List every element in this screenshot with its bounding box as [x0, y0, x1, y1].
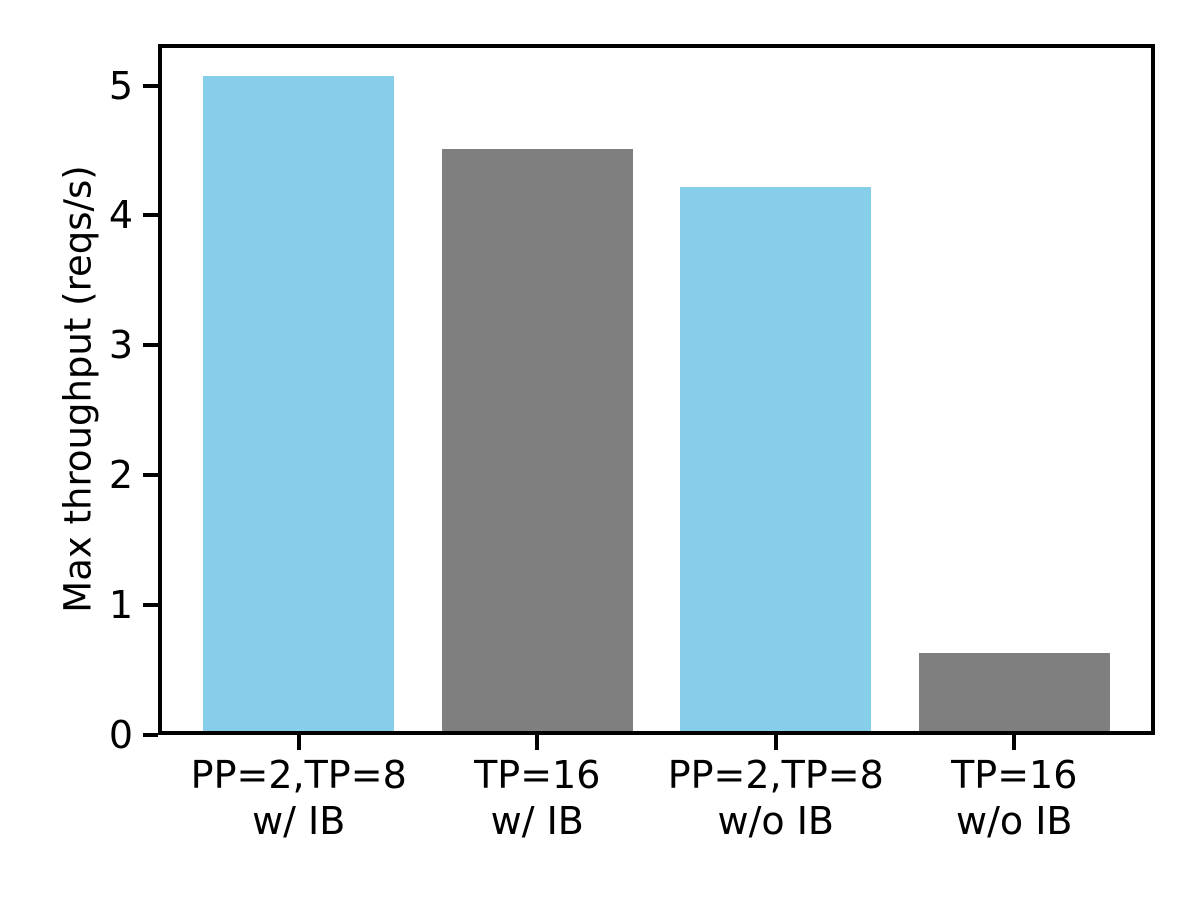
x-tick-label: TP=16 w/o IB [951, 753, 1078, 843]
y-tick-label: 5 [108, 63, 133, 108]
bar-1 [441, 149, 633, 735]
y-tick [143, 473, 158, 478]
x-tick-label: TP=16 w/ IB [474, 753, 601, 843]
bar-0 [203, 76, 395, 735]
y-tick [143, 343, 158, 348]
x-tick-label: PP=2,TP=8 w/ IB [190, 753, 407, 843]
y-tick [143, 603, 158, 608]
x-tick [535, 735, 540, 750]
bars-layer [158, 44, 1155, 735]
x-tick [773, 735, 778, 750]
bar-3 [918, 653, 1110, 735]
y-tick-label: 2 [108, 453, 133, 498]
y-tick-label: 0 [108, 713, 133, 757]
y-tick-label: 4 [108, 193, 133, 238]
y-tick-label: 1 [108, 583, 133, 628]
x-tick-label: PP=2,TP=8 w/o IB [667, 753, 884, 843]
y-tick-label: 3 [108, 323, 133, 368]
x-tick [296, 735, 301, 750]
y-tick [143, 213, 158, 218]
y-tick [143, 733, 158, 737]
x-tick [1012, 735, 1017, 750]
plot-area [158, 44, 1155, 735]
bar-2 [680, 186, 872, 735]
y-tick [143, 83, 158, 88]
